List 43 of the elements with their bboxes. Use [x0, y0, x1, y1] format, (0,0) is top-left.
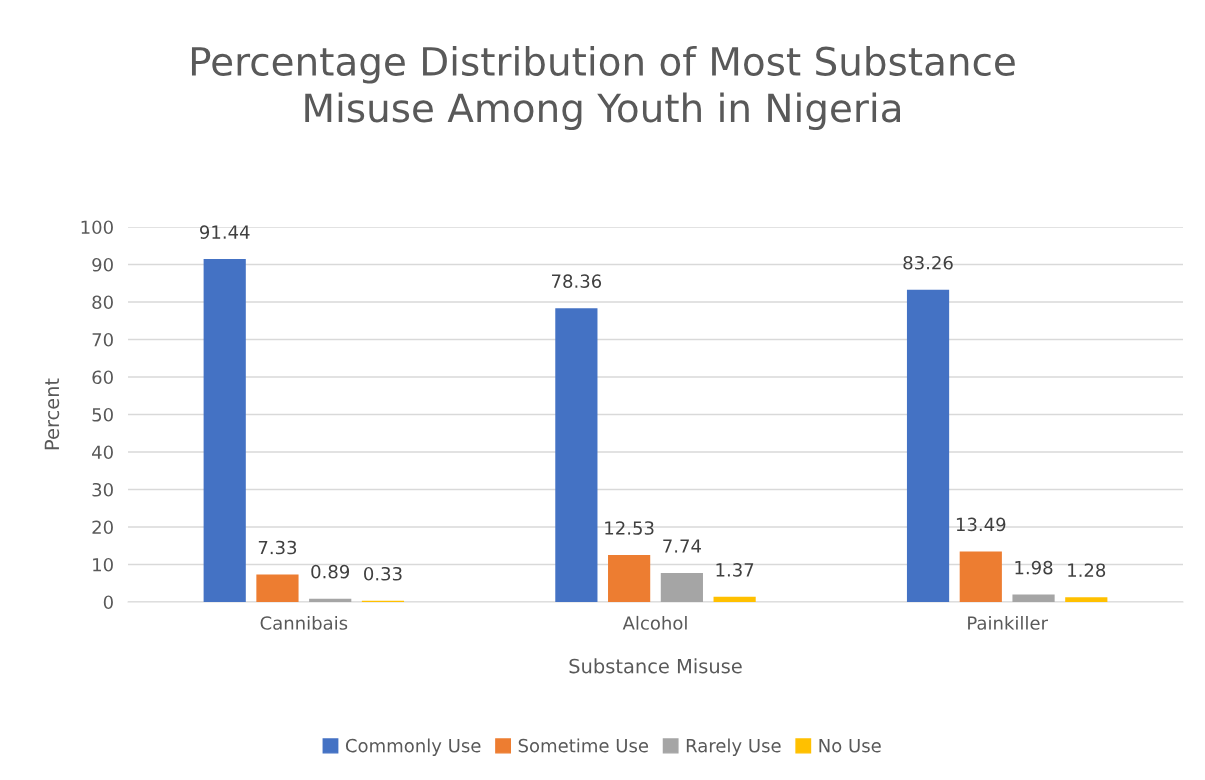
bar — [713, 596, 756, 602]
legend-label: Rarely Use — [686, 738, 781, 756]
y-tick-label: 80 — [92, 295, 113, 310]
x-tick-label: Alcohol — [622, 615, 687, 630]
bar — [608, 555, 651, 602]
bar — [660, 572, 703, 602]
data-label: 0.33 — [364, 566, 402, 581]
y-tick-label: 0 — [103, 595, 113, 610]
y-tick-label: 10 — [93, 557, 113, 572]
data-label: 12.53 — [605, 521, 654, 535]
data-label: 91.44 — [200, 225, 250, 239]
y-tick-label: 60 — [92, 370, 113, 385]
chart-title: Percentage Distribution of Most Substance Misuse Among Youth in Nigeria — [191, 45, 1015, 131]
y-tick-label: 40 — [92, 445, 113, 460]
bar — [1065, 597, 1108, 602]
legend-label: No Use — [819, 739, 881, 753]
y-tick-label: 50 — [92, 407, 113, 422]
y-tick-label: 90 — [92, 257, 113, 272]
bar — [1012, 594, 1055, 602]
data-label: 78.36 — [552, 274, 602, 288]
data-label: 83.26 — [903, 255, 953, 270]
bar — [555, 308, 598, 602]
bar — [256, 574, 299, 602]
legend-label: Sometime Use — [518, 738, 649, 753]
data-label: 13.49 — [956, 517, 1006, 532]
y-tick-label: 100 — [81, 220, 113, 235]
legend-label: Commonly Use — [345, 738, 481, 756]
y-axis-title: Percent — [44, 378, 60, 450]
data-label: 1.37 — [716, 563, 754, 577]
x-tick-label: Cannibais — [260, 615, 348, 630]
bar — [959, 551, 1002, 602]
data-label: 7.33 — [258, 540, 297, 555]
data-label: 7.74 — [663, 539, 701, 553]
x-tick-label: Painkiller — [968, 615, 1048, 630]
bar — [203, 259, 246, 602]
data-label: 0.89 — [311, 564, 350, 579]
x-axis-title: Substance Misuse — [569, 658, 742, 674]
y-tick-label: 20 — [92, 520, 113, 535]
data-label: 1.28 — [1068, 563, 1106, 578]
bar — [906, 289, 950, 602]
y-tick-label: 70 — [92, 332, 113, 347]
data-label: 1.98 — [1015, 560, 1053, 575]
y-tick-label: 30 — [92, 482, 113, 497]
